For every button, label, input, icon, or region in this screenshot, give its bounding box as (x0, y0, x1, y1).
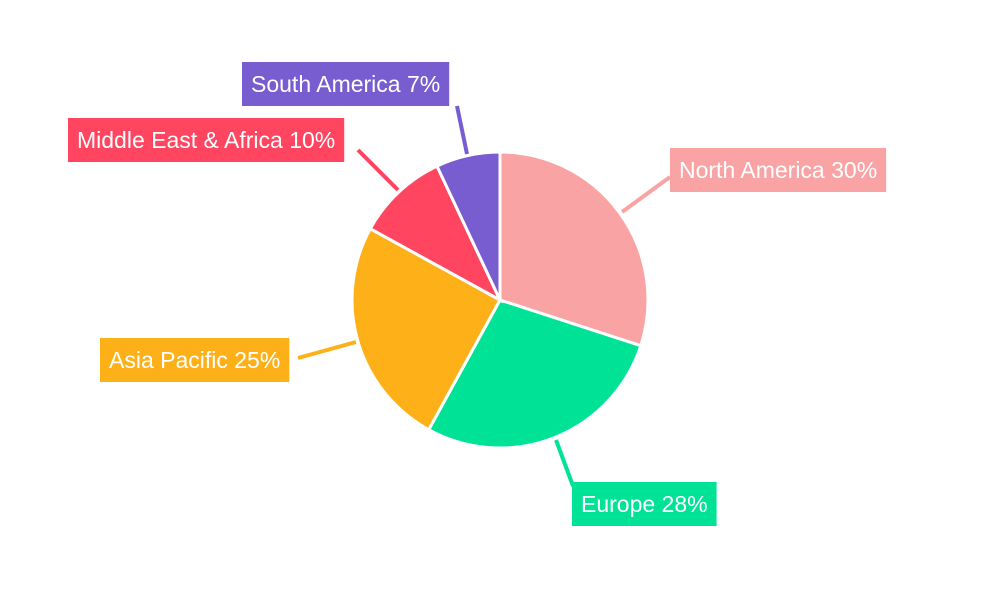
data-label: North America 30% (679, 157, 877, 183)
data-label: South America 7% (251, 71, 440, 97)
data-label: Europe 28% (581, 491, 708, 517)
data-label: Asia Pacific 25% (109, 347, 280, 373)
leader-line (455, 105, 469, 155)
data-label-box (670, 148, 887, 192)
leader-line (554, 439, 575, 487)
pie-slice-asia-pacific (350, 226, 503, 432)
data-label-box (572, 482, 717, 526)
leader-line (356, 148, 400, 192)
leader-line (297, 340, 357, 360)
pie-slice-north-america (498, 150, 650, 348)
pie-slice-europe (426, 298, 643, 450)
pie-slice-middle-east-africa (368, 164, 504, 304)
leader-line (620, 175, 672, 214)
data-label-box (242, 62, 450, 106)
pie-slice-south-america (434, 150, 502, 301)
data-label: Middle East & Africa 10% (77, 127, 335, 153)
data-label-box (68, 118, 345, 162)
data-label-box (100, 338, 290, 382)
